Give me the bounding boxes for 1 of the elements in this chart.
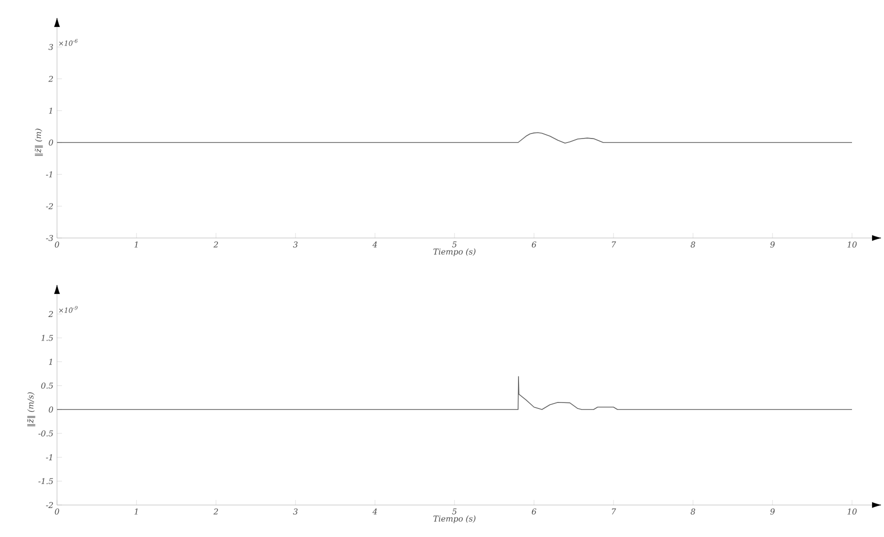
- line-series: [56, 376, 852, 410]
